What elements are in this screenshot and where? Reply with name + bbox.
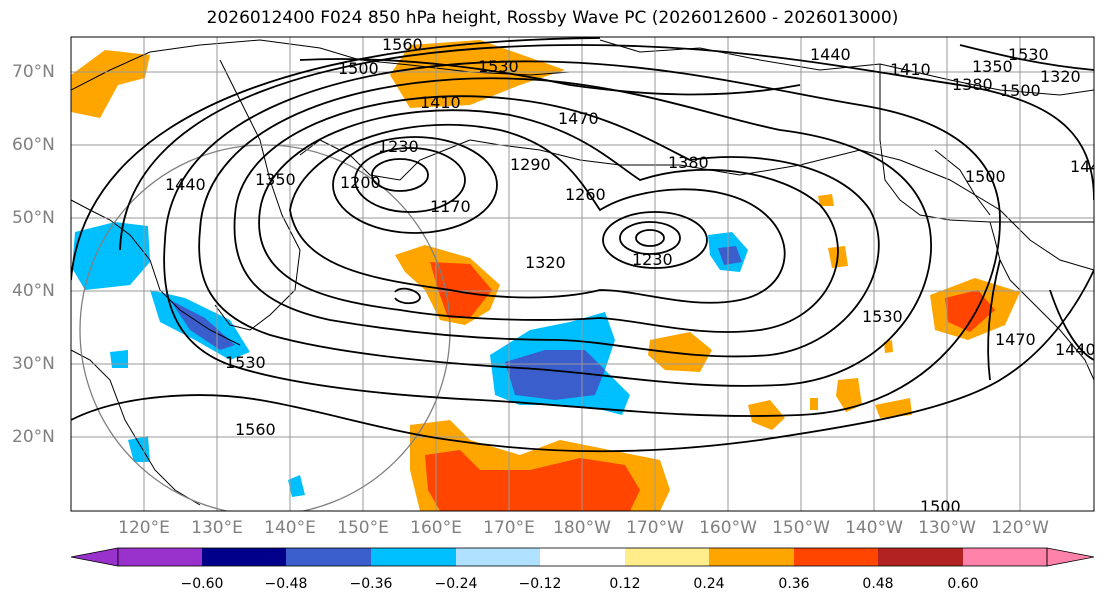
lon-label: 150°W [772, 518, 830, 538]
colorbar-tick-label: 0.60 [947, 576, 979, 592]
colorbar-extend-high [1046, 547, 1095, 567]
lon-label: 150°E [337, 518, 389, 538]
lon-label: 130°W [918, 518, 976, 538]
lon-label: 120°W [991, 518, 1049, 538]
contour-label: 1560 [235, 420, 276, 439]
colorbar [70, 547, 1095, 567]
contour-label: 1230 [378, 137, 419, 156]
colorbar-tick-label: 0.48 [862, 576, 894, 592]
contour-label: 1350 [255, 170, 296, 189]
contour-label: 1530 [1008, 45, 1049, 64]
colorbar-tick-label: −0.48 [264, 576, 308, 592]
lon-label: 140°W [845, 518, 903, 538]
contour-label: 1350 [972, 57, 1013, 76]
contour-label: 1500 [1000, 81, 1041, 100]
map-title: 2026012400 F024 850 hPa height, Rossby W… [206, 8, 899, 28]
lon-label: 180°W [553, 518, 611, 538]
lon-label: 140°E [264, 518, 316, 538]
colorbar-tick-label: −0.12 [518, 576, 562, 592]
contour-label: 1470 [995, 330, 1036, 349]
contour-label: 1380 [952, 75, 993, 94]
colorbar-tick-label: −0.24 [434, 576, 478, 592]
contour-label: 1260 [565, 185, 606, 204]
contour-label: 1320 [1040, 67, 1081, 86]
lat-label: 60°N [12, 135, 55, 155]
contour-label: 1440 [165, 175, 206, 194]
colorbar-tick-label: 0.12 [609, 576, 641, 592]
contour-label: 1530 [478, 57, 519, 76]
lon-label: 160°W [699, 518, 757, 538]
lon-label: 130°E [191, 518, 243, 538]
contour-label: 1470 [558, 109, 599, 128]
contour-label: 1410 [420, 93, 461, 112]
positive-anomaly-shading [71, 40, 1020, 511]
height-contours [71, 37, 1094, 453]
contour-label: 1320 [525, 253, 566, 272]
colorbar-tick-label: 0.24 [693, 576, 725, 592]
map-frame [70, 36, 1095, 512]
lon-label: 160°E [410, 518, 462, 538]
colorbar-tick-label: 0.36 [778, 576, 810, 592]
lon-label: 120°E [118, 518, 170, 538]
contour-label: 1440 [810, 45, 851, 64]
contour-label: 1200 [340, 173, 381, 192]
contour-label: 1500 [920, 497, 961, 516]
contour-label: 1380 [668, 153, 709, 172]
contour-label: 1500 [965, 167, 1006, 186]
lat-label: 20°N [12, 427, 55, 447]
lon-label: 170°E [483, 518, 535, 538]
contour-label: 1410 [890, 60, 931, 79]
contour-label: 1290 [510, 155, 551, 174]
contour-label: 1170 [430, 197, 471, 216]
lat-label: 70°N [12, 62, 55, 82]
colorbar-tick-label: −0.60 [180, 576, 224, 592]
contour-labels: 1560 1500 1530 1410 1470 1230 1200 1170 … [165, 35, 1105, 516]
colorbar-tick-label: −0.36 [349, 576, 393, 592]
lat-label: 40°N [12, 281, 55, 301]
contour-label: 1440 [1070, 157, 1105, 176]
lat-label: 50°N [12, 208, 55, 228]
contour-label: 1560 [382, 35, 423, 54]
reference-circle [79, 144, 451, 511]
colorbar-extend-low [70, 547, 119, 567]
contour-label: 1530 [225, 353, 266, 372]
contour-label: 1440 [1055, 340, 1096, 359]
lon-label: 170°W [626, 518, 684, 538]
contour-label: 1230 [632, 250, 673, 269]
contour-label: 1530 [862, 307, 903, 326]
graticule [71, 37, 1094, 511]
lat-label: 30°N [12, 354, 55, 374]
contour-label: 1500 [338, 59, 379, 78]
